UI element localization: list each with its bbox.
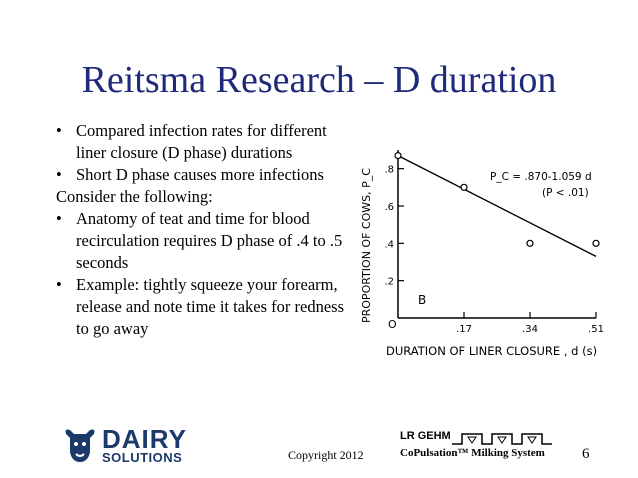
bullet-marker: •	[56, 275, 62, 294]
bullet-text: Anatomy of teat and time for blood recir…	[76, 209, 343, 272]
bullet-text: Example: tightly squeeze your forearm, r…	[76, 275, 345, 338]
x-tick-label: .34	[522, 324, 538, 335]
equation-label: P_C = .870-1.059 d	[490, 171, 592, 183]
bullet-item: • Example: tightly squeeze your forearm,…	[56, 274, 346, 340]
cow-head-icon	[65, 429, 95, 462]
bullet-item: • Compared infection rates for different…	[56, 120, 346, 164]
y-axis-label: PROPORTION OF COWS, P_C	[360, 168, 373, 323]
consider-text: Consider the following:	[56, 187, 213, 206]
bullet-text: Compared infection rates for different l…	[76, 121, 327, 162]
bullet-item: • Short D phase causes more infections	[56, 164, 346, 186]
y-tick-label: .4	[384, 239, 394, 250]
page-number: 6	[582, 446, 590, 462]
logo-word-dairy: DAIRY	[102, 424, 187, 454]
lr-gehm-brand: LR GEHM CoPulsation™ Milking System	[400, 430, 560, 464]
data-point	[592, 239, 600, 247]
y-tick-label: .8	[384, 165, 394, 176]
data-point	[526, 239, 534, 247]
brand-name: LR GEHM	[400, 430, 451, 442]
x-tick-label: .17	[456, 324, 472, 335]
data-point	[460, 183, 468, 191]
brand-tagline: CoPulsation™ Milking System	[400, 447, 545, 459]
slide-body: • Compared infection rates for different…	[56, 120, 346, 340]
liner-closure-chart: PROPORTION OF COWS, P_C .2 .4 .6 .8 .17 .34 .5…	[360, 150, 604, 358]
bullet-text: Short D phase causes more infections	[76, 165, 324, 184]
y-tick-label: .2	[384, 277, 394, 288]
copyright-text: Copyright 2012	[288, 448, 364, 462]
bullet-marker: •	[56, 121, 62, 140]
origin-label: O	[388, 318, 397, 331]
x-axis-label: DURATION OF LINER CLOSURE , d (s)	[386, 344, 597, 358]
bullet-marker: •	[56, 165, 62, 184]
slide-title: Reitsma Research – D duration	[81, 59, 557, 101]
pulsation-wave-icon	[452, 433, 552, 445]
y-tick-label: .6	[384, 202, 394, 213]
x-tick-label: .51	[588, 324, 604, 335]
panel-label: B	[418, 293, 426, 307]
data-point	[394, 152, 402, 160]
bullet-item: • Anatomy of teat and time for blood rec…	[56, 208, 346, 274]
plot-area: .2 .4 .6 .8 .17 .34 .51	[384, 150, 604, 335]
bullet-marker: •	[56, 209, 62, 228]
dairy-solutions-logo: DAIRY SOLUTIONS	[62, 424, 202, 465]
logo-word-solutions: SOLUTIONS	[102, 450, 183, 465]
significance-label: (P < .01)	[542, 187, 589, 199]
regression-line	[397, 154, 597, 258]
